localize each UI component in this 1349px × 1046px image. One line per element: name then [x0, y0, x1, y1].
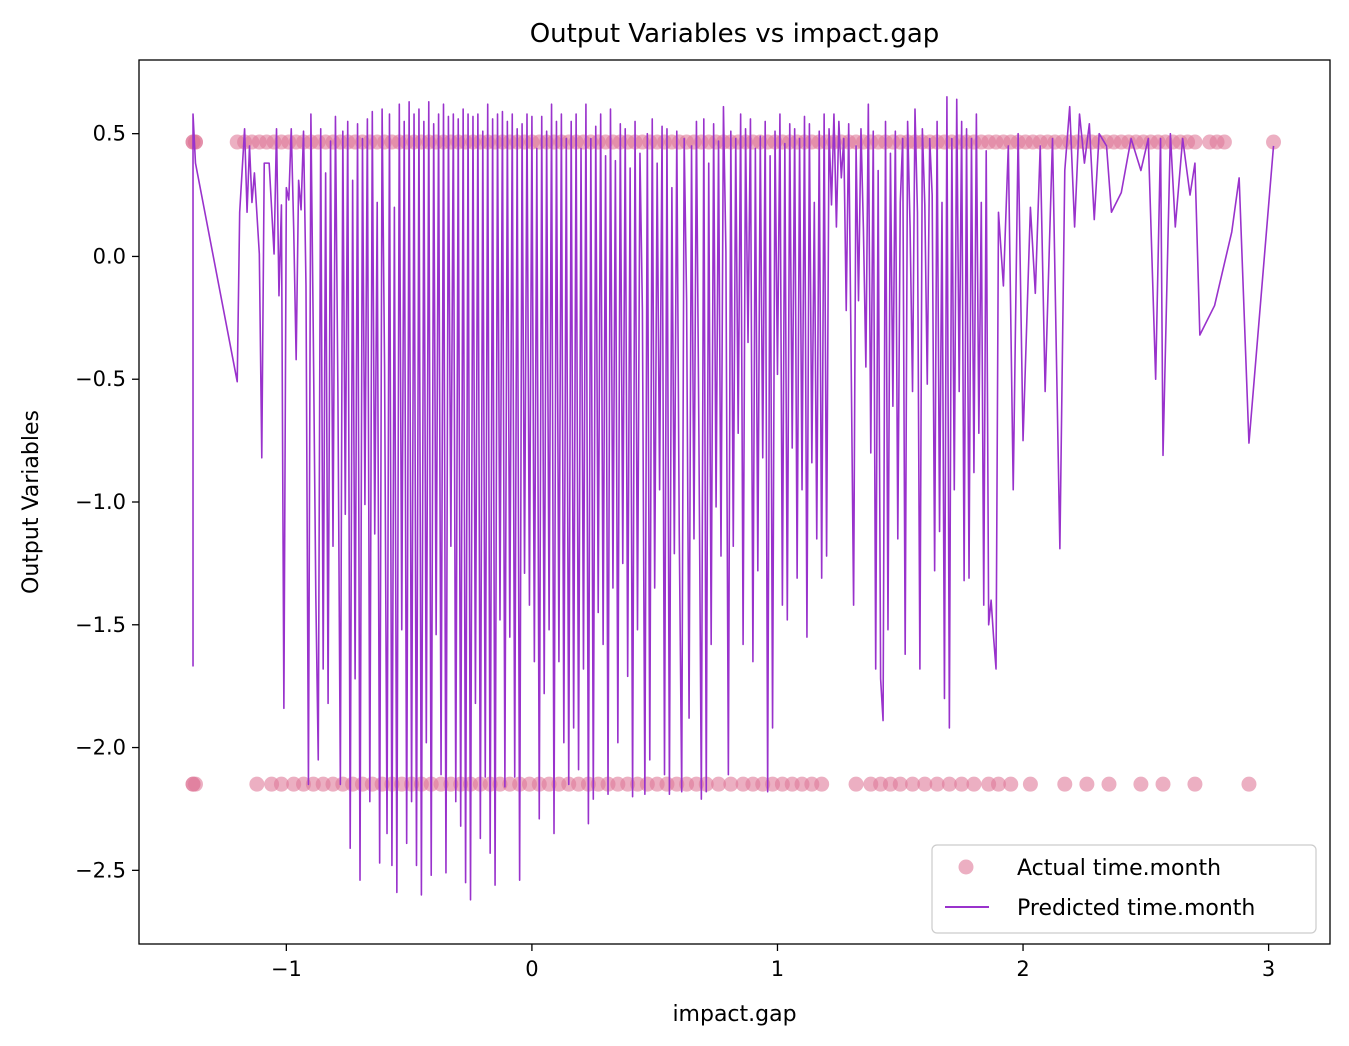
x-tick-label: 3 [1262, 957, 1275, 981]
actual-point-upper [1216, 134, 1232, 150]
actual-point-lower [1079, 776, 1095, 792]
legend-actual-marker [958, 859, 974, 875]
actual-point-lower [941, 776, 957, 792]
plot-frame [138, 59, 1331, 945]
y-tick-label: 0.5 [93, 122, 126, 146]
actual-point-lower [848, 776, 864, 792]
actual-point-lower [723, 776, 739, 792]
legend-actual-label: Actual time.month [1017, 856, 1221, 881]
actual-point-lower [990, 776, 1006, 792]
actual-point-upper [187, 134, 203, 150]
y-axis: 0.5 0.0 −0.5 −1.0 −1.5 −2.0 −2.5 [75, 122, 139, 882]
actual-point-lower [966, 776, 982, 792]
plot-area [185, 96, 1282, 901]
chart-title: Output Variables vs impact.gap [530, 19, 940, 49]
x-tick-label: −1 [271, 957, 302, 981]
actual-point-lower [954, 776, 970, 792]
actual-point-upper [1187, 134, 1203, 150]
actual-point-lower [711, 776, 727, 792]
x-tick-label: 1 [771, 957, 784, 981]
actual-point-lower [929, 776, 945, 792]
actual-series [185, 134, 1282, 792]
actual-point-lower [1133, 776, 1149, 792]
actual-point-lower [273, 776, 289, 792]
predicted-series [192, 96, 1275, 901]
x-tick-label: 2 [1016, 957, 1029, 981]
actual-point-lower [1022, 776, 1038, 792]
actual-point-lower [1155, 776, 1171, 792]
y-tick-label: −2.5 [75, 858, 126, 882]
actual-point-lower [1241, 776, 1257, 792]
actual-point-lower [892, 776, 908, 792]
x-axis: −1 0 1 2 3 [271, 944, 1275, 981]
actual-point-lower [1057, 776, 1073, 792]
legend-predicted-label: Predicted time.month [1017, 896, 1255, 921]
legend: Actual time.month Predicted time.month [931, 844, 1317, 934]
y-tick-label: 0.0 [93, 244, 126, 268]
actual-point-lower [187, 776, 203, 792]
actual-point-lower [905, 776, 921, 792]
predicted-line [192, 96, 1275, 901]
y-tick-label: −0.5 [75, 367, 126, 391]
actual-point-lower [917, 776, 933, 792]
actual-point-lower [249, 776, 265, 792]
actual-point-lower [1101, 776, 1117, 792]
x-axis-label: impact.gap [672, 1002, 796, 1027]
actual-point-lower [1187, 776, 1203, 792]
y-axis-label: Output Variables [19, 410, 44, 594]
actual-point-upper [1266, 134, 1282, 150]
y-tick-label: −2.0 [75, 736, 126, 760]
y-tick-label: −1.0 [75, 490, 126, 514]
y-tick-label: −1.5 [75, 613, 126, 637]
actual-point-lower [814, 776, 830, 792]
actual-point-lower [1003, 776, 1019, 792]
legend-box [931, 844, 1317, 934]
x-tick-label: 0 [525, 957, 538, 981]
